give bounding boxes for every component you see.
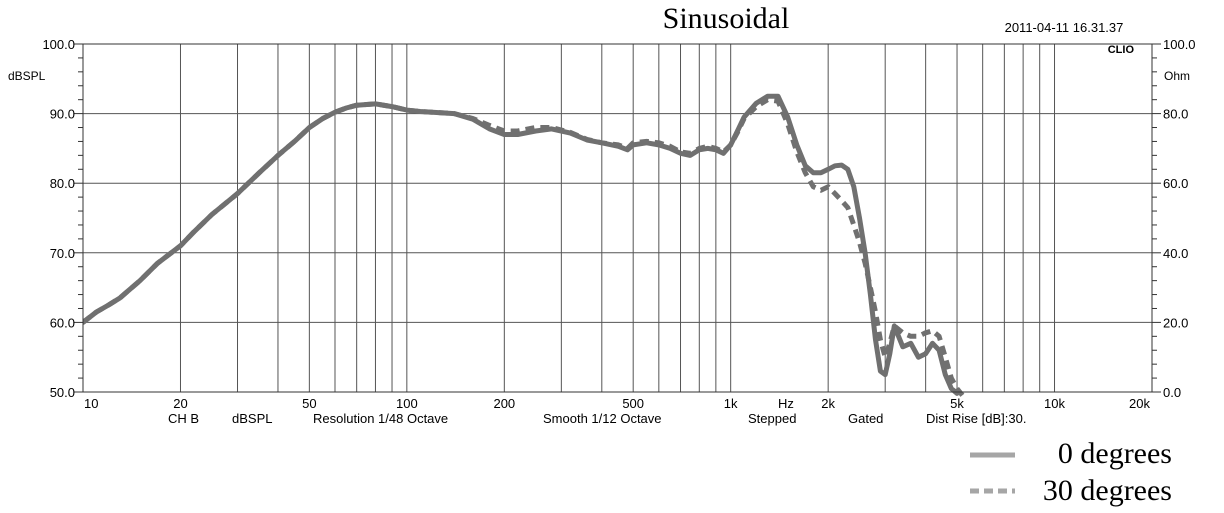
footer-smooth: Smooth 1/12 Octave [543,411,662,426]
series-line-0-degrees [83,93,960,396]
ticks: 50.0 60.0 70.0 80.0 90.0 100.0 0.0 20.0 40.0 60.0… [42,37,1195,411]
y2-axis-label: Ohm [1164,69,1190,83]
y2-tick-label: 0.0 [1163,385,1181,400]
series-line-30-degrees [83,97,965,398]
x-tick-label: 5k [950,396,964,411]
x-tick-label: 2k [821,396,835,411]
x-tick-label: 20k [1129,396,1150,411]
y-tick-label: 80.0 [50,176,75,191]
x-axis-unit-label: Hz [778,396,794,411]
y2-tick-label: 60.0 [1163,176,1188,191]
y2-tick-label: 100.0 [1163,37,1196,52]
y-tick-label: 100.0 [42,37,75,52]
timestamp: 2011-04-11 16.31.37 [1005,20,1124,35]
series-layer [83,93,965,398]
y2-tick-label: 80.0 [1163,107,1188,122]
legend-label-0-degrees: 0 degrees [1058,437,1172,470]
measurement-footer: CH B dBSPL Resolution 1/48 Octave Smooth… [168,411,1026,426]
grid [83,44,1152,392]
x-tick-label: 200 [493,396,515,411]
footer-dist-rise: Dist Rise [dB]:30. [926,411,1026,426]
x-tick-label: 1k [724,396,738,411]
y-tick-label: 70.0 [50,246,75,261]
x-tick-label: 500 [622,396,644,411]
legend: 0 degrees 30 degrees [970,437,1172,507]
footer-unit: dBSPL [232,411,272,426]
footer-gating: Gated [848,411,883,426]
x-tick-label: 10 [84,396,98,411]
x-tick-label: 10k [1044,396,1065,411]
chart-title: Sinusoidal [663,2,790,35]
y2-tick-label: 20.0 [1163,315,1188,330]
x-tick-label: 100 [396,396,418,411]
y-axis-label: dBSPL [8,69,46,83]
plot-frame [82,43,1153,393]
x-tick-label: 20 [173,396,187,411]
brand-label: CLIO [1108,44,1135,56]
y-tick-label: 60.0 [50,315,75,330]
footer-resolution: Resolution 1/48 Octave [313,411,448,426]
footer-mode: Stepped [748,411,796,426]
x-tick-label: 50 [302,396,316,411]
footer-channel: CH B [168,411,199,426]
y-tick-label: 90.0 [50,107,75,122]
y-tick-label: 50.0 [50,385,75,400]
y2-tick-label: 40.0 [1163,246,1188,261]
legend-label-30-degrees: 30 degrees [1043,474,1172,507]
